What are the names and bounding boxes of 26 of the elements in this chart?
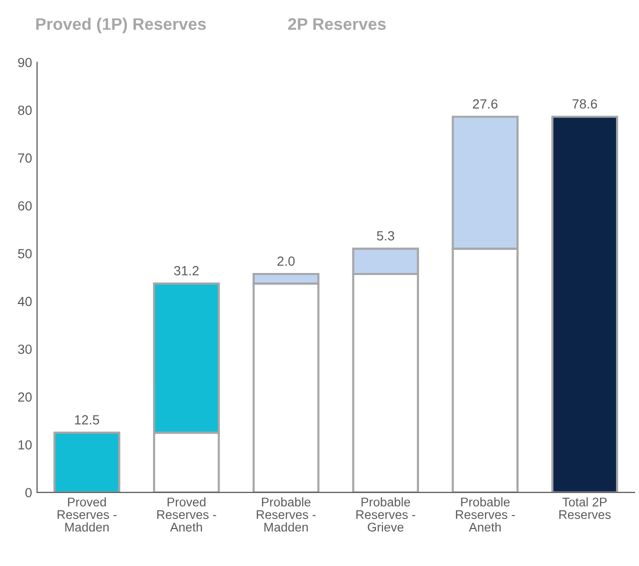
y-tick-label: 20 (18, 392, 32, 402)
y-tick-label: 30 (18, 344, 32, 354)
bar (53, 432, 120, 492)
data-label: 12.5 (75, 415, 100, 425)
text: 2P Reserves (288, 18, 386, 30)
data-label: 27.6 (472, 99, 498, 109)
x-tick-label: Probable Reserves - Grieve (356, 497, 416, 532)
y-tick-label: 60 (18, 201, 32, 211)
data-label: 78.6 (572, 99, 597, 109)
y-tick-label: 0 (25, 488, 32, 498)
data-label: 31.2 (174, 266, 199, 276)
data-label: 2.0 (278, 256, 295, 266)
y-tick-label: 50 (18, 249, 32, 258)
y-tick-label: 80 (18, 106, 32, 115)
y-tick-label: 10 (18, 440, 32, 450)
x-tick-label: Total 2P Reserves (559, 497, 611, 520)
bar (551, 116, 618, 492)
y-tick-label: 90 (18, 58, 32, 68)
x-tick-label: Proved Reserves - Madden (58, 497, 117, 532)
text: Proved (1P) Reserves (36, 18, 206, 34)
x-tick-label: Proved Reserves - Aneth (157, 497, 216, 532)
x-tick-label: Probable Reserves - Aneth (456, 497, 515, 532)
data-label: 5.3 (376, 231, 394, 240)
y-tick-label: 70 (18, 153, 32, 163)
x-tick-label: Probable Reserves - Madden (256, 497, 316, 532)
y-tick-label: 40 (18, 296, 32, 306)
